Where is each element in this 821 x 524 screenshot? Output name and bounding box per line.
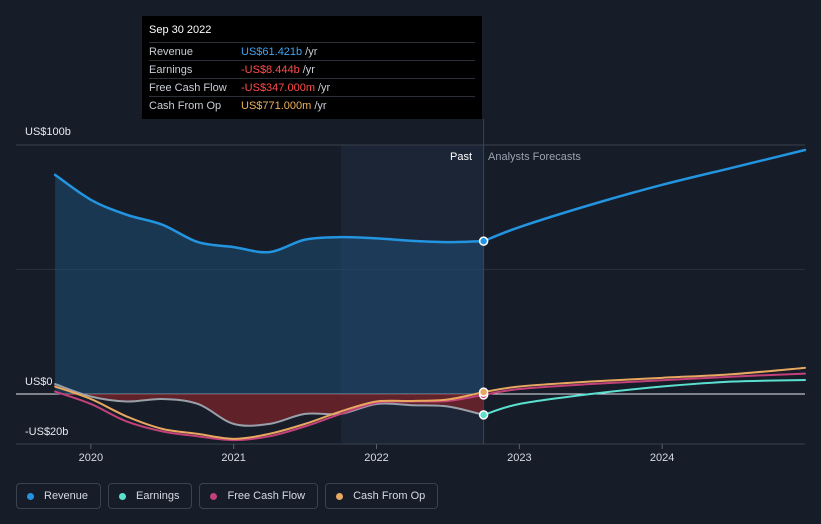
legend-label: Revenue: [44, 490, 89, 502]
tooltip-row-fcf: Free Cash Flow -US$347.000m /yr: [149, 78, 475, 96]
earnings-marker: [478, 410, 489, 420]
legend-dot-icon: [27, 492, 34, 500]
revenue-marker: [478, 236, 489, 246]
x-tick-label: 2021: [221, 452, 245, 464]
forecast-label: Analysts Forecasts: [488, 151, 581, 163]
tooltip-date: Sep 30 2022: [149, 24, 212, 36]
tooltip-value: -US$347.000m: [241, 81, 315, 94]
tooltip-label: Cash From Op: [149, 99, 222, 112]
cash-from-op-line-past: [54, 385, 485, 440]
revenue-area: [55, 174, 484, 394]
hover-markers: [478, 236, 489, 420]
cash-from-op-line-forecast: [482, 366, 806, 394]
legend-item-earnings[interactable]: Earnings: [108, 483, 193, 509]
x-tick-label: 2023: [507, 452, 531, 464]
legend-dot-icon: [119, 492, 127, 500]
x-tick-label: 2022: [364, 452, 388, 464]
earnings-line-past: [54, 383, 485, 427]
tooltip-unit: /yr: [302, 63, 315, 76]
legend-item-free-cash-flow[interactable]: Free Cash Flow: [199, 483, 319, 509]
tooltip-label: Revenue: [149, 45, 194, 58]
tooltip-unit: /yr: [314, 99, 327, 112]
tooltip: Sep 30 2022 Revenue US$61.421b /yr Earni…: [142, 16, 482, 119]
legend-item-cash-from-op[interactable]: Cash From Op: [325, 483, 439, 509]
tooltip-row-cfo: Cash From Op US$771.000m /yr: [149, 96, 475, 114]
legend-label: Earnings: [136, 490, 180, 502]
tooltip-unit: /yr: [305, 45, 318, 58]
y-axis-label-bottom: -US$20b: [25, 426, 69, 438]
legend-label: Free Cash Flow: [227, 490, 306, 502]
tooltip-value: US$771.000m: [241, 99, 312, 112]
past-label: Past: [450, 151, 472, 163]
legend-item-revenue[interactable]: Revenue: [16, 483, 102, 509]
tooltip-value: US$61.421b: [241, 45, 303, 58]
legend: Revenue Earnings Free Cash Flow Cash Fro…: [16, 483, 439, 511]
cash-from-op-marker: [478, 387, 489, 397]
x-axis-ticks: 2020 2021 2022 2023 2024: [79, 444, 674, 464]
series-lines: [53, 148, 807, 442]
tooltip-unit: /yr: [318, 81, 331, 94]
legend-dot-icon: [336, 492, 344, 500]
y-axis-label-top: US$100b: [25, 126, 71, 138]
revenue-line-forecast: [482, 148, 807, 243]
earnings-line-forecast: [482, 379, 806, 416]
tooltip-value: -US$8.444b: [241, 63, 300, 76]
legend-dot-icon: [210, 492, 218, 500]
revenue-line-past: [53, 173, 485, 254]
tooltip-row-earnings: Earnings -US$8.444b /yr: [149, 60, 475, 78]
tooltip-label: Free Cash Flow: [149, 81, 227, 94]
legend-label: Cash From Op: [353, 490, 426, 502]
tooltip-row-revenue: Revenue US$61.421b /yr: [149, 42, 475, 60]
free-cash-flow-line-forecast: [482, 372, 806, 396]
x-tick-label: 2024: [650, 452, 674, 464]
tooltip-label: Earnings: [149, 63, 193, 76]
y-axis-label-zero: US$0: [25, 376, 53, 388]
x-tick-label: 2020: [79, 452, 103, 464]
